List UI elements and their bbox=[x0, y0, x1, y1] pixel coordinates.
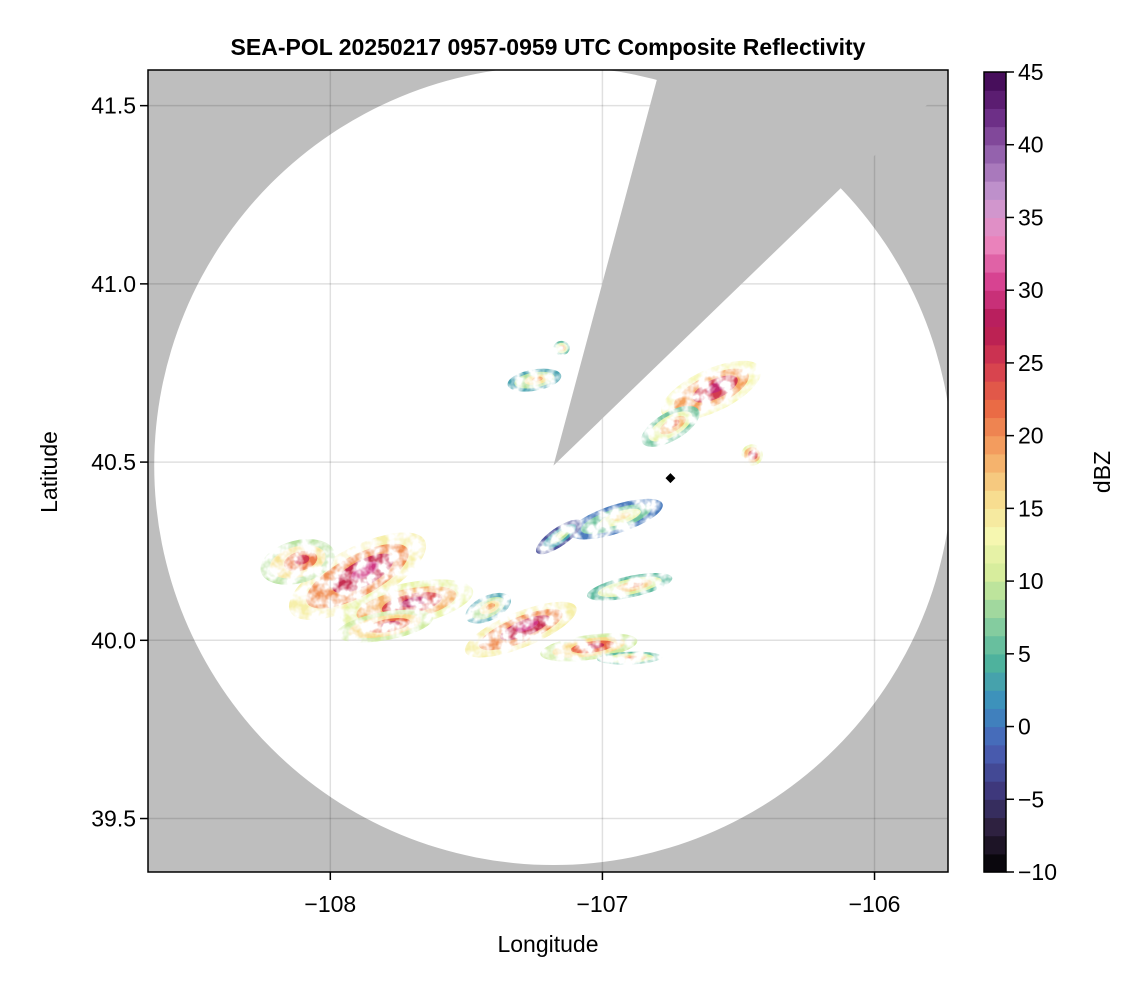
echo-region bbox=[741, 444, 763, 466]
colorbar-bin bbox=[984, 490, 1006, 509]
colorbar-bin bbox=[984, 708, 1006, 728]
echo-region bbox=[260, 539, 335, 585]
echo-region bbox=[336, 609, 434, 643]
y-axis-label: Latitude bbox=[36, 431, 62, 513]
colorbar-bin bbox=[984, 508, 1006, 528]
colorbar-tick-label: 0 bbox=[1018, 714, 1031, 740]
colorbar-bin bbox=[984, 762, 1006, 782]
echo-region bbox=[596, 651, 663, 665]
location-marker bbox=[665, 473, 676, 484]
echo-region bbox=[535, 519, 582, 555]
colorbar-bin bbox=[984, 290, 1006, 309]
colorbar-tick-label: 20 bbox=[1018, 423, 1044, 449]
colorbar-bin bbox=[984, 799, 1006, 819]
colorbar-tick-label: −5 bbox=[1018, 786, 1044, 812]
colorbar-bin bbox=[984, 853, 1006, 873]
colorbar-bin bbox=[984, 144, 1006, 164]
echo-region bbox=[586, 573, 673, 601]
y-tick-label: 41.0 bbox=[91, 271, 136, 297]
colorbar-tick-label: 45 bbox=[1018, 59, 1044, 85]
echo-region bbox=[569, 498, 663, 540]
x-axis: −108 −107 −106 bbox=[304, 872, 900, 917]
echo-region bbox=[553, 340, 570, 356]
colorbar-bin bbox=[984, 308, 1006, 328]
colorbar-bin bbox=[984, 344, 1006, 364]
colorbar-bin bbox=[984, 435, 1006, 455]
colorbar-bin bbox=[984, 399, 1006, 419]
colorbar-bin bbox=[984, 90, 1006, 109]
colorbar-bin bbox=[984, 181, 1006, 200]
echo-region bbox=[641, 405, 700, 447]
x-tick-label: −106 bbox=[849, 891, 901, 917]
colorbar-bin bbox=[984, 162, 1006, 182]
echo-region bbox=[288, 532, 427, 620]
colorbar-bin bbox=[984, 562, 1006, 582]
colorbar-bin bbox=[984, 381, 1006, 400]
echo-region bbox=[661, 360, 762, 421]
reflectivity-echoes bbox=[260, 340, 763, 665]
colorbar-bin bbox=[984, 472, 1006, 491]
colorbar bbox=[983, 71, 1007, 873]
plot-area bbox=[148, 70, 948, 872]
colorbar-tick-label: −10 bbox=[1018, 859, 1057, 885]
colorbar-label: dBZ bbox=[1089, 451, 1115, 493]
colorbar-tick-label: 30 bbox=[1018, 277, 1044, 303]
colorbar-bin bbox=[984, 199, 1006, 219]
colorbar-bin bbox=[984, 72, 1006, 91]
y-tick-label: 39.5 bbox=[91, 806, 136, 832]
colorbar-bin bbox=[984, 272, 1006, 291]
colorbar-bin bbox=[984, 635, 1006, 655]
colorbar-bin bbox=[984, 599, 1006, 619]
colorbar-bin bbox=[984, 326, 1006, 346]
colorbar-bin bbox=[984, 217, 1006, 237]
chart-title: SEA-POL 20250217 0957-0959 UTC Composite… bbox=[231, 34, 866, 60]
colorbar-bin bbox=[984, 653, 1006, 673]
echo-region bbox=[507, 368, 562, 392]
colorbar-bin bbox=[984, 453, 1006, 473]
colorbar-frame bbox=[983, 71, 1007, 873]
colorbar-bin bbox=[984, 690, 1006, 709]
colorbar-bin bbox=[984, 362, 1006, 382]
colorbar-bin bbox=[984, 617, 1006, 637]
colorbar-tick-label: 15 bbox=[1018, 495, 1044, 521]
colorbar-bin bbox=[984, 235, 1006, 255]
colorbar-tick-label: 40 bbox=[1018, 132, 1044, 158]
colorbar-bin bbox=[984, 526, 1006, 546]
colorbar-bin bbox=[984, 108, 1006, 128]
colorbar-bin bbox=[984, 126, 1006, 146]
echo-region bbox=[465, 592, 511, 624]
colorbar-bin bbox=[984, 672, 1006, 691]
colorbar-tick-label: 35 bbox=[1018, 204, 1044, 230]
y-tick-label: 41.5 bbox=[91, 93, 136, 119]
colorbar-bin bbox=[984, 835, 1006, 855]
x-axis-label: Longitude bbox=[497, 931, 598, 957]
colorbar-tick-label: 25 bbox=[1018, 350, 1044, 376]
colorbar-bin bbox=[984, 726, 1006, 746]
colorbar-bin bbox=[984, 817, 1006, 837]
colorbar-bin bbox=[984, 417, 1006, 437]
colorbar-axis: −10 −5 0 5 10 15 20 25 30 35 40 45 bbox=[1006, 59, 1057, 885]
x-tick-label: −108 bbox=[304, 891, 356, 917]
echo-region bbox=[464, 601, 577, 658]
y-axis: 39.5 40.0 40.5 41.0 41.5 bbox=[91, 93, 148, 832]
colorbar-tick-label: 10 bbox=[1018, 568, 1044, 594]
colorbar-bin bbox=[984, 544, 1006, 564]
y-tick-label: 40.5 bbox=[91, 449, 136, 475]
plot-frame bbox=[147, 69, 949, 873]
y-tick-label: 40.0 bbox=[91, 627, 136, 653]
colorbar-bin bbox=[984, 253, 1006, 273]
colorbar-tick-label: 5 bbox=[1018, 641, 1031, 667]
colorbar-bin bbox=[984, 781, 1006, 800]
colorbar-bin bbox=[984, 744, 1006, 764]
x-tick-label: −107 bbox=[577, 891, 629, 917]
colorbar-bin bbox=[984, 581, 1006, 600]
blocked-sector bbox=[553, 70, 948, 466]
